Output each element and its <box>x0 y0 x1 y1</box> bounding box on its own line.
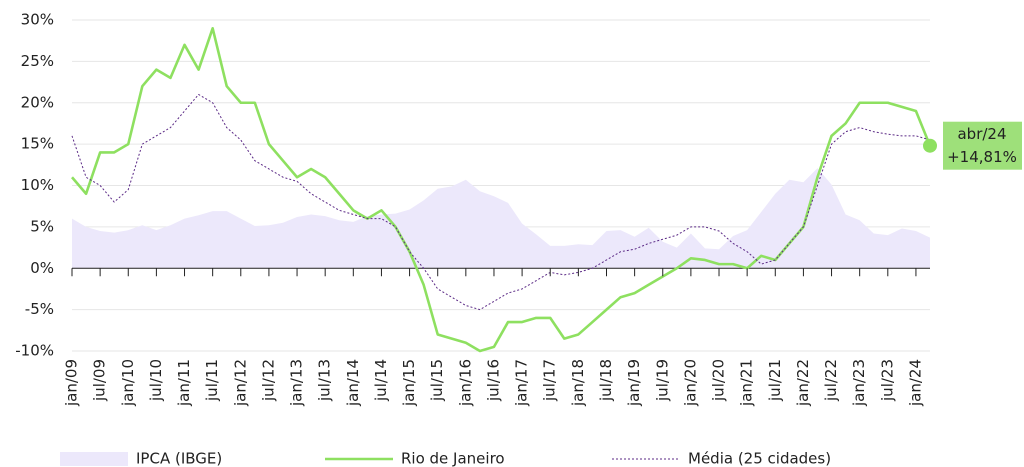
x-tick-label: jan/11 <box>175 359 193 407</box>
x-tick-label: jul/11 <box>203 359 221 402</box>
x-tick-label: jul/17 <box>541 359 559 402</box>
x-tick-label: jan/12 <box>231 359 249 407</box>
area <box>72 168 930 269</box>
x-tick-label: jan/19 <box>625 359 643 407</box>
x-tick-label: jul/21 <box>766 359 784 402</box>
end-point <box>923 138 937 153</box>
x-tick-label: jul/22 <box>822 359 840 402</box>
legend-item: Média (25 cidades) <box>612 450 831 467</box>
legend-label: Rio de Janeiro <box>401 450 505 467</box>
x-tick-label: jul/23 <box>878 359 896 402</box>
x-tick-label: jan/24 <box>906 359 924 407</box>
y-tick-label: 15% <box>21 135 54 153</box>
x-tick-label: jul/09 <box>91 359 109 402</box>
annotation-box <box>943 121 1022 170</box>
legend-item: IPCA (IBGE) <box>60 450 222 467</box>
x-tick-label: jan/18 <box>569 359 587 407</box>
y-tick-label: 20% <box>21 93 54 111</box>
x-tick-label: jul/13 <box>316 359 334 402</box>
x-tick-label: jan/14 <box>344 359 362 407</box>
x-tick-label: jul/20 <box>710 359 728 402</box>
x-tick-label: jul/15 <box>428 359 446 402</box>
y-tick-label: 25% <box>21 52 54 70</box>
x-tick-label: jul/18 <box>597 359 615 402</box>
x-tick-label: jan/20 <box>681 359 699 407</box>
y-tick-label: 0% <box>30 259 54 277</box>
annotation-text: +14,81% <box>947 148 1017 166</box>
legend-item: Rio de Janeiro <box>325 450 505 467</box>
x-tick-label: jan/09 <box>63 359 81 407</box>
x-tick-label: jan/17 <box>513 359 531 407</box>
x-tick-label: jul/16 <box>484 359 502 402</box>
x-tick-label: jan/23 <box>850 359 868 407</box>
x-tick-label: jan/10 <box>119 359 137 407</box>
x-tick-label: jan/21 <box>738 359 756 407</box>
x-tick-label: jan/22 <box>794 359 812 407</box>
line <box>71 93 931 311</box>
y-tick-label: -10% <box>15 342 54 360</box>
x-tick-label: jul/19 <box>653 359 671 402</box>
legend-label: IPCA (IBGE) <box>136 450 222 467</box>
x-tick-label: jul/10 <box>147 359 165 402</box>
annotation-text: abr/24 <box>957 125 1006 143</box>
x-tick-label: jul/14 <box>372 359 390 402</box>
legend-swatch <box>60 452 128 466</box>
y-tick-label: 30% <box>21 11 54 29</box>
y-tick-label: -5% <box>25 300 54 318</box>
x-tick-label: jul/12 <box>259 359 277 402</box>
y-tick-label: 5% <box>30 217 54 235</box>
x-tick-label: jan/16 <box>456 359 474 407</box>
x-tick-label: jan/13 <box>288 359 306 407</box>
legend-label: Média (25 cidades) <box>688 450 831 467</box>
x-tick-label: jan/15 <box>400 359 418 407</box>
y-tick-label: 10% <box>21 176 54 194</box>
